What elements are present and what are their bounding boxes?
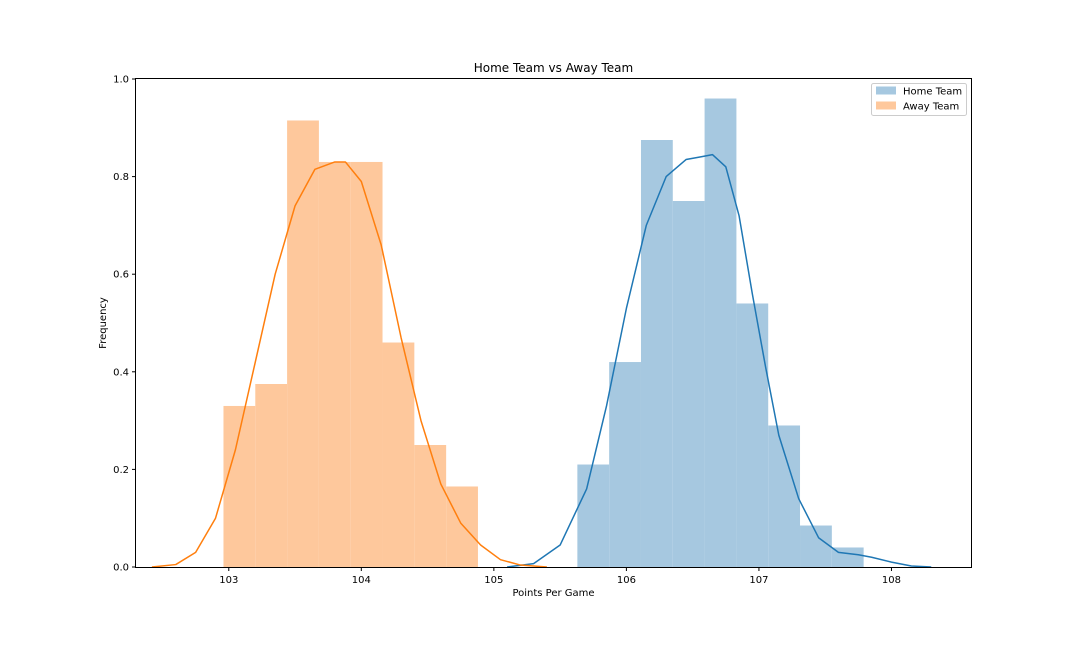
x-tick-label-104: 104 [352, 575, 371, 586]
histogram-bars [223, 98, 864, 568]
home-team-bar-1 [609, 362, 641, 567]
away-team-kde-line [151, 161, 547, 568]
legend-label-away: Away Team [903, 102, 959, 113]
x-tick-label-105: 105 [484, 575, 503, 586]
home-team-bar-0 [577, 464, 610, 567]
y-tick-label-5: 1.0 [113, 75, 129, 86]
away-team-bar-6 [414, 445, 447, 567]
x-tick-label-106: 106 [617, 575, 636, 586]
kde-curves [151, 153, 932, 568]
away-team-bar-7 [446, 486, 478, 567]
chart-title: Home Team vs Away Team [474, 61, 633, 75]
away-team-bar-4 [350, 161, 383, 567]
legend-swatch-home [876, 86, 896, 95]
x-tick-label-107: 107 [749, 575, 768, 586]
y-tick-label-4: 0.8 [113, 172, 129, 183]
home-team-bar-6 [768, 425, 801, 567]
y-tick-label-3: 0.6 [113, 270, 129, 281]
y-axis-ticks: 0.0 0.2 0.4 0.6 0.8 1.0 [113, 75, 136, 574]
x-tick-label-108: 108 [882, 575, 901, 586]
legend-label-home: Home Team [903, 87, 962, 98]
home-team-bar-5 [736, 303, 769, 567]
home-team-bar-2 [640, 140, 673, 567]
legend: Home Team Away Team [871, 83, 967, 116]
home-team-bar-4 [704, 98, 737, 568]
legend-swatch-away [876, 101, 896, 110]
away-team-bar-1 [255, 384, 288, 567]
x-axis-ticks: 103 104 105 106 107 108 [219, 567, 901, 586]
home-team-bar-3 [672, 201, 705, 567]
home-team-kde-line [507, 153, 932, 568]
away-team-bar-5 [382, 342, 415, 567]
away-team-bar-3 [318, 161, 351, 567]
y-tick-label-0: 0.0 [113, 563, 129, 574]
x-axis-label: Points Per Game [512, 588, 594, 599]
y-axis-label: Frequency [98, 297, 109, 349]
y-tick-label-1: 0.2 [113, 465, 129, 476]
plot-frame [135, 78, 972, 568]
y-tick-label-2: 0.4 [113, 367, 129, 378]
x-tick-label-103: 103 [219, 575, 238, 586]
away-team-bar-2 [287, 120, 319, 567]
